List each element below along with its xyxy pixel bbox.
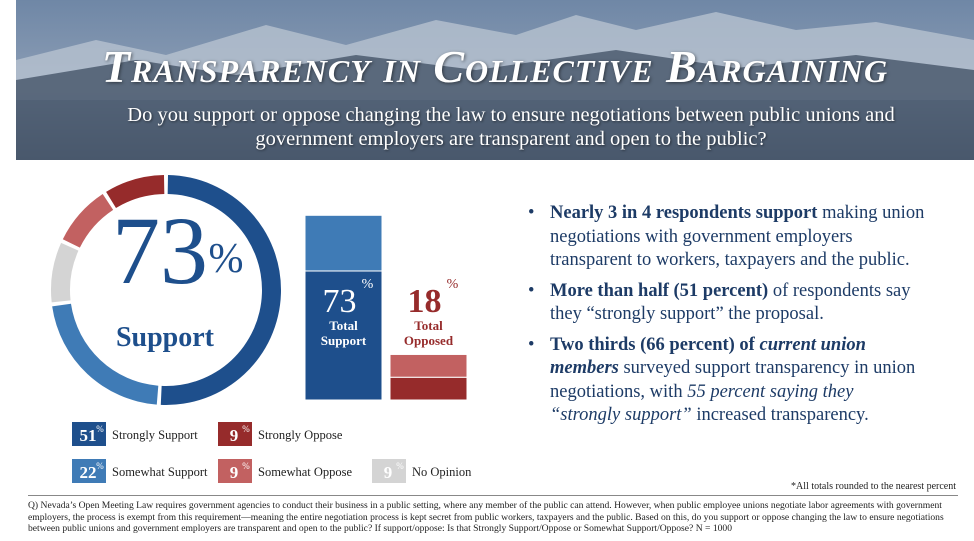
legend-value: 9 [384,463,393,482]
bullet-text: Nearly 3 in 4 respondents support [550,203,817,223]
subtitle: Do you support or oppose changing the la… [116,103,906,151]
legend-label: Somewhat Oppose [258,465,353,479]
legend-label: Somewhat Support [112,465,208,479]
bar-unit: % [362,277,374,292]
legend-label: Strongly Oppose [258,428,343,442]
legend-unit: % [242,461,250,471]
bar-label: TotalOpposed [404,318,454,348]
question: Q) Nevada’s Open Meeting Law requires go… [28,495,958,535]
bar-total: 73 [323,283,357,320]
bar-segment [390,377,467,400]
bar-unit: % [447,277,459,292]
charts: 73% Support 51% Strongly Support 22% Somewhat… [0,160,520,490]
center-value: 73 [112,197,208,304]
donut-segment [51,243,78,303]
legend-value: 22 [80,463,97,482]
legend-value: 9 [230,426,239,445]
bullet-text: Two thirds (66 percent) of [550,335,759,355]
bullet-list: Nearly 3 in 4 respondents support making… [528,202,928,435]
bullet: More than half (51 percent) of responden… [528,280,928,327]
donut-segment [52,304,158,405]
legend-label: Strongly Support [112,428,198,442]
bar-total: 18 [408,283,442,320]
donut-segment [63,194,113,248]
bullet: Two thirds (66 percent) of current union… [528,334,928,428]
bar-segment [305,215,382,271]
center-unit: % [209,236,244,282]
bar-segment [390,354,467,377]
title: Transparency in Collective Bargaining [16,40,974,93]
bullet-text: More than half (51 percent) [550,281,768,301]
bullet: Nearly 3 in 4 respondents support making… [528,202,928,273]
legend-unit: % [396,461,404,471]
page: Transparency in Collective Bargaining Do… [0,0,974,541]
note: *All totals rounded to the nearest perce… [791,481,956,492]
legend-unit: % [96,424,104,434]
legend-value: 9 [230,463,239,482]
legend-unit: % [96,461,104,471]
bullet-text: increased transparency. [692,405,869,425]
header: Transparency in Collective Bargaining Do… [16,0,974,160]
legend-value: 51 [80,426,97,445]
legend-unit: % [242,424,250,434]
center-label: Support [116,322,215,353]
legend-label: No Opinion [412,465,472,479]
